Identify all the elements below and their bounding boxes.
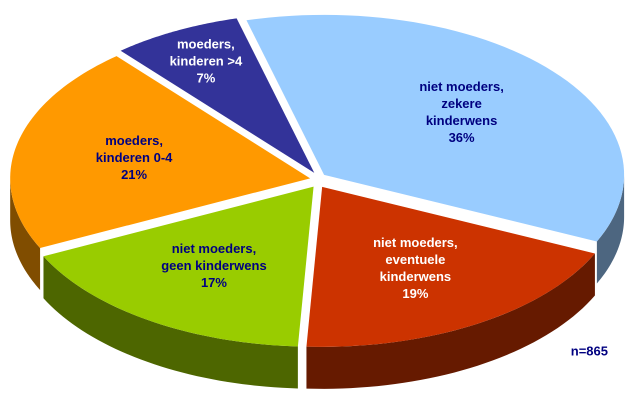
slice [246, 14, 625, 242]
slice-label: moeders, [105, 133, 163, 148]
slice-label: geen kinderwens [161, 258, 266, 273]
slice-label: kinderwens [380, 269, 452, 284]
slice-side [596, 174, 625, 284]
slice-side [43, 256, 298, 389]
slice [10, 56, 311, 248]
slice-value-label: 17% [201, 275, 227, 290]
slice [306, 186, 595, 347]
slice-label: kinderwens [426, 113, 498, 128]
slice-label: moeders, [177, 37, 235, 52]
slice-label: zekere [441, 96, 481, 111]
pie-tops [10, 14, 625, 347]
slice [120, 18, 315, 173]
slice-value-label: 36% [449, 130, 475, 145]
slice-value-label: 21% [121, 167, 147, 182]
slice [43, 186, 314, 347]
slice-side [306, 253, 595, 389]
slice-side [10, 178, 41, 290]
slice-value-label: 7% [196, 71, 215, 86]
sample-size: n=865 [571, 343, 608, 358]
slice-label: niet moeders, [373, 235, 458, 250]
slice-value-label: 19% [402, 286, 428, 301]
pie-sides [10, 174, 625, 389]
slice-label: kinderen 0-4 [96, 150, 173, 165]
slice-label: kinderen >4 [170, 54, 243, 69]
slice-label: niet moeders, [419, 79, 504, 94]
slice-label: niet moeders, [172, 241, 257, 256]
slice-label: eventuele [385, 252, 445, 267]
